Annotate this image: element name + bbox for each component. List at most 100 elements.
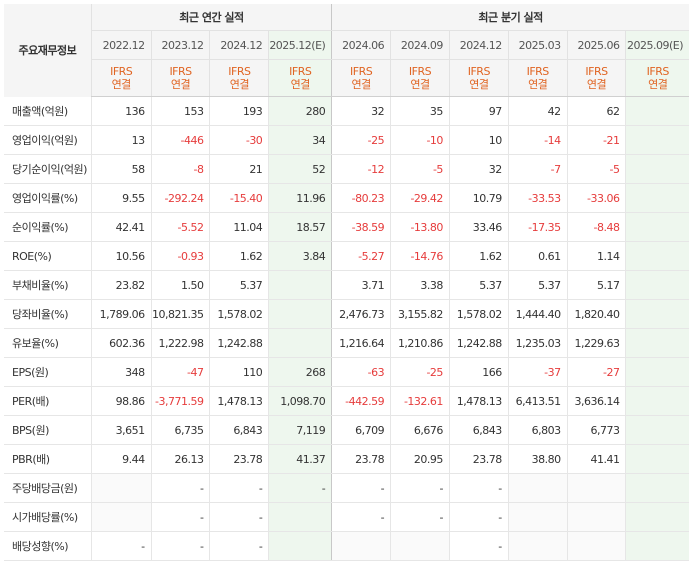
value-cell	[625, 444, 689, 474]
value-cell	[625, 299, 689, 329]
table-row: 주당배당금(원) - - - - - -	[4, 473, 689, 503]
value-cell: 1,242.88	[209, 328, 269, 358]
value-cell: 348	[90, 357, 152, 387]
value-cell: -132.61	[390, 386, 450, 416]
value-cell	[625, 154, 689, 184]
value-cell: -33.06	[566, 183, 626, 213]
corner-label: 주요재무정보	[4, 4, 92, 97]
ifrs-standard-text: IFRS	[169, 65, 192, 78]
value-cell: -80.23	[331, 183, 391, 213]
value-cell: 10	[448, 125, 509, 155]
group-header-row: 주요재무정보 최근 연간 실적 최근 분기 실적	[4, 4, 689, 97]
value-cell: -15.40	[209, 183, 269, 213]
value-cell	[268, 531, 332, 561]
value-cell	[268, 328, 332, 358]
table-row: PER(배) 98.86 -3,771.59 1,478.13 1,098.70 -442…	[4, 386, 689, 416]
row-label: PER(배)	[4, 386, 92, 416]
value-cell: -	[448, 473, 509, 503]
table-body: 매출액(억원) 136 153 193 280 32 35 97 42 62 영업이익(억원) 13 -…	[4, 96, 689, 561]
value-cell: 3,651	[90, 415, 152, 445]
ifrs-standard-text: IFRS	[110, 65, 133, 78]
value-cell: 6,676	[390, 415, 450, 445]
value-cell: 1,222.98	[150, 328, 210, 358]
value-cell: -442.59	[331, 386, 391, 416]
value-cell: 35	[390, 96, 450, 126]
value-cell: 6,773	[566, 415, 626, 445]
period-header: 2024.06	[331, 30, 391, 60]
value-cell: -	[390, 502, 450, 532]
value-cell: 42	[507, 96, 568, 126]
row-label: ROE(%)	[4, 241, 92, 271]
value-cell	[507, 502, 568, 532]
row-label: 영업이익(억원)	[4, 125, 92, 155]
value-cell: 193	[209, 96, 269, 126]
value-cell	[268, 270, 332, 300]
row-label: 유보율(%)	[4, 328, 92, 358]
ifrs-consolidated-text: 연결	[170, 78, 191, 91]
row-label: 시가배당률(%)	[4, 502, 92, 532]
value-cell	[507, 531, 568, 561]
value-cell: 3.71	[331, 270, 391, 300]
value-cell: 11.96	[268, 183, 332, 213]
value-cell: 1,216.64	[331, 328, 391, 358]
ifrs-consolidated-text: 연결	[528, 78, 548, 91]
row-label: 매출액(억원)	[4, 96, 92, 126]
table-row: 배당성향(%) - - - -	[4, 531, 689, 561]
value-cell	[625, 270, 689, 300]
ifrs-basis-label: IFRS 연결	[507, 59, 568, 97]
value-cell: 1,242.88	[448, 328, 509, 358]
value-cell	[625, 502, 689, 532]
ifrs-basis-label: IFRS 연결	[150, 59, 210, 97]
value-cell: 6,413.51	[507, 386, 568, 416]
row-label: 당좌비율(%)	[4, 299, 92, 329]
value-cell: 6,803	[507, 415, 568, 445]
table-row: 시가배당률(%) - - - - -	[4, 502, 689, 532]
value-cell: -	[448, 502, 509, 532]
value-cell	[625, 241, 689, 271]
row-label: 주당배당금(원)	[4, 473, 92, 503]
row-label: EPS(원)	[4, 357, 92, 387]
value-cell: 110	[209, 357, 269, 387]
value-cell	[268, 299, 332, 329]
value-cell: 1,229.63	[566, 328, 626, 358]
value-cell: 5.37	[209, 270, 269, 300]
row-label: 당기순이익(억원)	[4, 154, 92, 184]
value-cell: 1,578.02	[448, 299, 509, 329]
value-cell: 166	[448, 357, 509, 387]
ifrs-basis-label: IFRS 연결	[268, 59, 332, 97]
ifrs-standard-text: IFRS	[289, 65, 312, 78]
value-cell: 5.37	[507, 270, 568, 300]
period-header: 2023.12	[150, 30, 210, 60]
value-cell: 6,843	[448, 415, 509, 445]
row-label: BPS(원)	[4, 415, 92, 445]
table-row: 당좌비율(%) 1,789.06 10,821.35 1,578.02 2,476.73…	[4, 299, 689, 329]
ifrs-standard-text: IFRS	[408, 65, 432, 78]
value-cell: 1.50	[150, 270, 210, 300]
ifrs-standard-text: IFRS	[350, 65, 373, 78]
value-cell: 6,735	[150, 415, 210, 445]
period-header: 2025.06	[566, 30, 626, 60]
ifrs-row: IFRS 연결 IFRS 연결 IFRS 연결 IFRS 연결 IFRS 연결 IFRS 연결 IFRS…	[4, 59, 689, 97]
value-cell: 1.62	[448, 241, 509, 271]
value-cell	[625, 415, 689, 445]
ifrs-standard-text: IFRS	[585, 65, 608, 78]
value-cell	[625, 212, 689, 242]
value-cell: -37	[507, 357, 568, 387]
period-row: 2022.12 2023.12 2024.12 2025.12(E) 2024.…	[4, 30, 689, 60]
value-cell: 1,820.40	[566, 299, 626, 329]
ifrs-basis-label: IFRS 연결	[331, 59, 391, 97]
table-row: 유보율(%) 602.36 1,222.98 1,242.88 1,216.64 1,21…	[4, 328, 689, 358]
ifrs-consolidated-text: 연결	[351, 78, 372, 91]
table-row: 매출액(억원) 136 153 193 280 32 35 97 42 62	[4, 96, 689, 126]
value-cell: 3,636.14	[566, 386, 626, 416]
table-row: ROE(%) 10.56 -0.93 1.62 3.84 -5.27 -14.76 1.62 0…	[4, 241, 689, 271]
value-cell: 1,789.06	[90, 299, 152, 329]
value-cell: 1,444.40	[507, 299, 568, 329]
value-cell: 13	[90, 125, 152, 155]
value-cell: 6,843	[209, 415, 269, 445]
table-row: 영업이익률(%) 9.55 -292.24 -15.40 11.96 -80.23 -29.…	[4, 183, 689, 213]
value-cell: -25	[331, 125, 391, 155]
period-header: 2024.09	[390, 30, 450, 60]
value-cell: 0.61	[507, 241, 568, 271]
value-cell	[625, 386, 689, 416]
